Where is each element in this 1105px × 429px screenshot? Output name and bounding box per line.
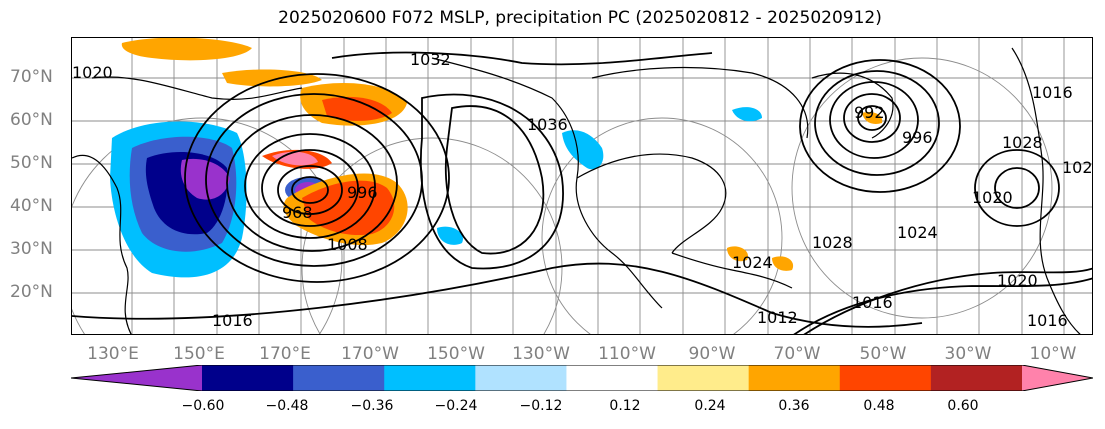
colorbar-segment xyxy=(839,365,932,391)
lat-label-50n: 50°N xyxy=(10,153,53,173)
isobar-label: 1028 xyxy=(812,233,853,252)
isobar-label: 1020 xyxy=(972,188,1013,207)
lon-label-70w: 70°W xyxy=(773,344,821,364)
colorbar-tick: 0.24 xyxy=(694,398,726,414)
colorbar-extend-low xyxy=(71,365,202,391)
lon-label-50w: 50°W xyxy=(859,344,907,364)
isobar-label: 1028 xyxy=(1002,133,1043,152)
map-canvas: 1032 1016 1012 1016 1012 1016 1020 1024 … xyxy=(72,38,1093,334)
isobar-label: 1020 xyxy=(72,63,113,82)
isobar-label: 1016 xyxy=(1032,83,1073,102)
isobar-label: 1032 xyxy=(410,50,451,69)
colorbar-segment xyxy=(566,365,659,391)
isobar-label: 1016 xyxy=(1027,311,1068,330)
colorbar-tick: −0.36 xyxy=(350,398,394,414)
lon-label-10w: 10°W xyxy=(1029,344,1077,364)
isobar-label: 1020 xyxy=(1062,158,1093,177)
lat-label-60n: 60°N xyxy=(10,110,53,130)
lon-label-30w: 30°W xyxy=(944,344,992,364)
isobar-label: 1016 xyxy=(212,311,253,330)
colorbar-segment xyxy=(293,365,385,391)
coastlines xyxy=(72,47,1081,334)
colorbar-segment xyxy=(657,365,750,391)
lon-label-110w: 110°W xyxy=(598,344,656,364)
colorbar-segments xyxy=(71,365,1093,391)
lon-label-130w: 130°W xyxy=(512,344,570,364)
isobar-label: 1036 xyxy=(527,115,568,134)
lon-label-130e: 130°E xyxy=(87,344,139,364)
lat-label-70n: 70°N xyxy=(10,67,53,87)
colorbar-segment xyxy=(384,365,476,391)
isobar-label: 992 xyxy=(854,103,885,122)
isobar-labels: 1032 1016 1012 1016 1012 1016 1020 1024 … xyxy=(72,50,1093,330)
isobars xyxy=(72,51,1092,334)
isobar-label: 1008 xyxy=(327,235,368,254)
colorbar-tick: 0.48 xyxy=(863,398,895,414)
lon-label-170w: 170°W xyxy=(341,344,399,364)
colorbar-extend-high xyxy=(1022,365,1093,391)
map-panel: 1032 1016 1012 1016 1012 1016 1020 1024 … xyxy=(71,37,1093,335)
colorbar-tick: 0.60 xyxy=(947,398,979,414)
colorbar-tick: −0.12 xyxy=(519,398,563,414)
colorbar-segment xyxy=(748,365,841,391)
colorbar-tick: −0.48 xyxy=(265,398,309,414)
lon-label-90w: 90°W xyxy=(688,344,736,364)
lat-label-20n: 20°N xyxy=(10,282,53,302)
isobar-label: 1024 xyxy=(732,253,773,272)
isobar-label: 996 xyxy=(902,128,933,147)
isobar-label: 1012 xyxy=(757,308,798,327)
colorbar-segment xyxy=(475,365,567,391)
colorbar xyxy=(71,365,1093,391)
lat-label-30n: 30°N xyxy=(10,239,53,259)
lon-label-170e: 170°E xyxy=(259,344,311,364)
isobar-label: 968 xyxy=(282,203,313,222)
map-title: 2025020600 F072 MSLP, precipitation PC (… xyxy=(278,8,882,28)
isobar-label: 1020 xyxy=(997,271,1038,290)
colorbar-tick: 0.12 xyxy=(609,398,641,414)
lat-label-40n: 40°N xyxy=(10,196,53,216)
lon-label-150w: 150°W xyxy=(427,344,485,364)
lon-label-150e: 150°E xyxy=(173,344,225,364)
colorbar-segment xyxy=(930,365,1023,391)
colorbar-tick: 0.36 xyxy=(778,398,810,414)
isobar-label: 1016 xyxy=(852,293,893,312)
isobar-label: 996 xyxy=(347,183,378,202)
isobar-label: 1024 xyxy=(897,223,938,242)
colorbar-tick: −0.24 xyxy=(434,398,478,414)
colorbar-segment xyxy=(202,365,294,391)
colorbar-tick: −0.60 xyxy=(181,398,225,414)
